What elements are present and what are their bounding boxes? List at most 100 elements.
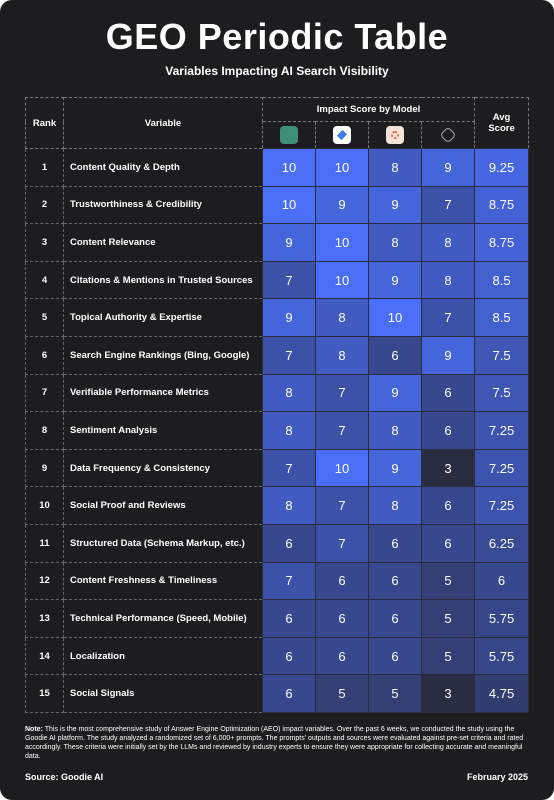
- score-cell: 10: [262, 185, 316, 225]
- avg-score-cell: 7.25: [474, 411, 530, 450]
- variable-cell: Sentiment Analysis: [63, 411, 263, 450]
- rank-cell: 13: [25, 599, 64, 638]
- score-cell: 8: [368, 486, 422, 525]
- table-row: 10 Social Proof and Reviews 8 7 8 6 7.25: [25, 486, 530, 525]
- score-cell: 9: [262, 223, 316, 262]
- variable-cell: Social Signals: [63, 674, 263, 713]
- score-cell: 6: [420, 486, 476, 525]
- variable-cell: Search Engine Rankings (Bing, Google): [63, 335, 263, 375]
- score-cell: 10: [262, 148, 316, 187]
- score-cell: 5: [315, 674, 369, 713]
- table-row: 7 Verifiable Performance Metrics 8 7 9 6 7.5: [25, 373, 530, 413]
- score-cell: 7: [420, 298, 476, 337]
- score-cell: 6: [420, 411, 476, 450]
- variable-cell: Trustworthiness & Credibility: [63, 185, 263, 225]
- score-cell: 9: [262, 298, 316, 337]
- avg-score-cell: 5.75: [474, 599, 530, 638]
- score-cell: 6: [420, 373, 476, 413]
- avg-score-cell: 7.25: [474, 448, 530, 488]
- subtitle: Variables Impacting AI Search Visibility: [165, 64, 389, 78]
- score-cell: 8: [420, 223, 476, 262]
- table-row: 8 Sentiment Analysis 8 7 8 6 7.25: [25, 411, 530, 450]
- table-row: 13 Technical Performance (Speed, Mobile) 6…: [25, 599, 530, 638]
- avg-score-cell: 4.75: [474, 674, 530, 713]
- score-cell: 6: [262, 636, 316, 676]
- avg-score-cell: 8.5: [474, 260, 530, 300]
- table-row: 3 Content Relevance 9 10 8 8 8.75: [25, 223, 530, 262]
- score-cell: 7: [315, 411, 369, 450]
- score-cell: 6: [368, 561, 422, 601]
- score-cell: 8: [368, 223, 422, 262]
- avg-score-cell: 6.25: [474, 523, 530, 563]
- score-cell: 8: [368, 148, 422, 187]
- score-cell: 6: [315, 636, 369, 676]
- rank-cell: 6: [25, 335, 64, 375]
- note: Note: This is the most comprehensive stu…: [25, 725, 530, 761]
- score-cell: 8: [368, 411, 422, 450]
- source: Source: Goodie AI: [25, 772, 104, 782]
- score-cell: 7: [262, 335, 316, 375]
- score-cell: 9: [420, 335, 476, 375]
- avg-score-cell: 7.5: [474, 335, 530, 375]
- score-cell: 7: [262, 561, 316, 601]
- score-cell: 5: [420, 599, 476, 638]
- score-cell: 7: [315, 486, 369, 525]
- table-row: 15 Social Signals 6 5 5 3 4.75: [25, 674, 530, 713]
- variable-cell: Social Proof and Reviews: [63, 486, 263, 525]
- table-row: 12 Content Freshness & Timeliness 7 6 6 5 6: [25, 561, 530, 601]
- score-cell: 3: [420, 448, 476, 488]
- rank-cell: 14: [25, 636, 64, 676]
- variable-cell: Verifiable Performance Metrics: [63, 373, 263, 413]
- score-cell: 6: [368, 335, 422, 375]
- variable-cell: Data Frequency & Consistency: [63, 448, 263, 488]
- score-cell: 8: [262, 411, 316, 450]
- column-header: Rank: [25, 97, 64, 149]
- score-cell: 6: [368, 523, 422, 563]
- rank-cell: 11: [25, 523, 64, 563]
- score-cell: 8: [315, 298, 369, 337]
- score-cell: 6: [315, 561, 369, 601]
- table-body: 1 Content Quality & Depth 10 10 8 9 9.25 2 Trust…: [25, 148, 530, 713]
- table-row: 6 Search Engine Rankings (Bing, Google) 7 8…: [25, 335, 530, 375]
- avg-score-cell: 8.75: [474, 223, 530, 262]
- variable-cell: Localization: [63, 636, 263, 676]
- rank-cell: 8: [25, 411, 64, 450]
- rank-cell: 9: [25, 448, 64, 488]
- column-header: Impact Score by Model: [261, 97, 476, 122]
- score-cell: 9: [368, 185, 422, 225]
- avg-score-cell: 7.5: [474, 373, 530, 413]
- table-row: 9 Data Frequency & Consistency 7 10 9 3 7.25: [25, 448, 530, 488]
- score-cell: 8: [262, 486, 316, 525]
- score-cell: 6: [420, 523, 476, 563]
- score-cell: 10: [368, 298, 422, 337]
- rank-cell: 5: [25, 298, 64, 337]
- table-row: 2 Trustworthiness & Credibility 10 9 9 7 8.75: [25, 185, 530, 225]
- avg-score-cell: 5.75: [474, 636, 530, 676]
- note-label: Note:: [25, 726, 43, 733]
- score-cell: 10: [315, 260, 369, 300]
- score-cell: 10: [315, 223, 369, 262]
- variable-cell: Technical Performance (Speed, Mobile): [63, 599, 263, 638]
- score-cell: 9: [368, 373, 422, 413]
- rank-cell: 15: [25, 674, 64, 713]
- rank-cell: 3: [25, 223, 64, 262]
- table-row: 1 Content Quality & Depth 10 10 8 9 9.25: [25, 148, 530, 187]
- variable-cell: Content Quality & Depth: [63, 148, 263, 187]
- model-icon: [420, 121, 476, 149]
- score-cell: 6: [315, 599, 369, 638]
- model-icon: [262, 121, 316, 149]
- date: February 2025: [466, 772, 528, 782]
- score-cell: 5: [420, 636, 476, 676]
- score-cell: 3: [420, 674, 476, 713]
- score-table: Rank Variable Impact Score by Model Avg …: [25, 97, 530, 713]
- rank-cell: 2: [25, 185, 64, 225]
- table-row: 11 Structured Data (Schema Markup, etc.) 6…: [25, 523, 530, 563]
- score-cell: 10: [315, 148, 369, 187]
- avg-score-cell: 6: [474, 561, 530, 601]
- note-text: This is the most comprehensive study of …: [25, 726, 524, 760]
- score-cell: 9: [368, 260, 422, 300]
- score-cell: 6: [262, 599, 316, 638]
- column-header: Avg Score: [474, 97, 530, 149]
- column-header: Variable: [63, 97, 263, 149]
